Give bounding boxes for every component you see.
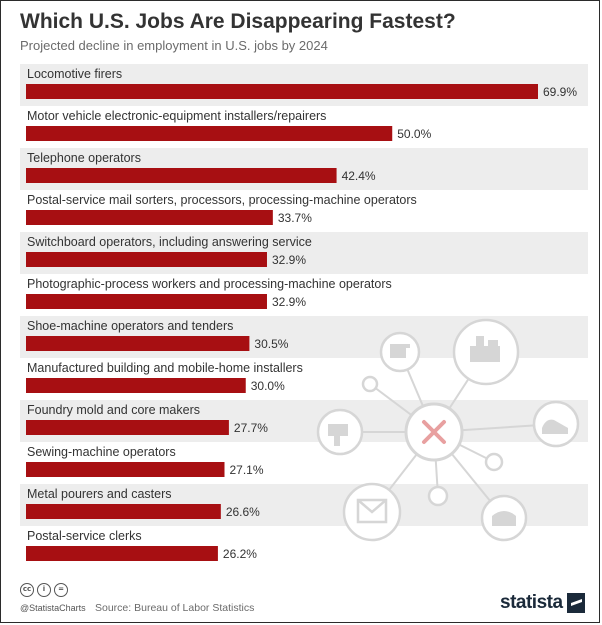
sewing-machine-icon: [390, 344, 410, 358]
value-label: 26.6%: [226, 505, 260, 519]
category-label: Locomotive firers: [27, 67, 122, 81]
category-label: Telephone operators: [27, 151, 141, 165]
telephone-icon: [492, 511, 516, 526]
value-label: 27.1%: [230, 463, 264, 477]
train-icon: [470, 336, 500, 362]
license-icons: cc i =: [20, 583, 68, 597]
chart-subtitle: Projected decline in employment in U.S. …: [20, 38, 328, 53]
source-note: Source: Bureau of Labor Statistics: [95, 602, 255, 614]
bar: [26, 336, 250, 351]
category-label: Photographic-process workers and process…: [27, 277, 392, 291]
social-handle: @StatistaCharts: [20, 603, 86, 613]
chart-title: Which U.S. Jobs Are Disappearing Fastest…: [20, 10, 456, 33]
value-label: 32.9%: [272, 253, 306, 267]
brand-mark-icon: [566, 593, 585, 613]
bar: [26, 462, 225, 477]
value-label: 30.0%: [251, 379, 285, 393]
background-illustration: [316, 318, 580, 542]
bar: [26, 378, 246, 393]
value-label: 32.9%: [272, 295, 306, 309]
bar: [26, 504, 221, 519]
bar: [26, 294, 267, 309]
category-label: Manufactured building and mobile-home in…: [27, 361, 303, 375]
value-label: 30.5%: [254, 337, 288, 351]
bars: [26, 84, 538, 561]
bar: [26, 252, 267, 267]
bar: [26, 210, 273, 225]
bar: [26, 126, 393, 141]
equals-icon: =: [54, 583, 68, 597]
bar: [26, 84, 538, 99]
by-icon: i: [37, 583, 51, 597]
value-label: 33.7%: [278, 211, 312, 225]
envelope-icon: [356, 498, 388, 524]
drill-icon: [328, 424, 348, 446]
category-label: Postal-service clerks: [27, 529, 142, 543]
bar-chart: Locomotive firers 69.9% Motor vehicle elec…: [20, 64, 588, 561]
category-label: Metal pourers and casters: [27, 487, 172, 501]
value-label: 69.9%: [543, 85, 577, 99]
bar: [26, 168, 337, 183]
value-label: 27.7%: [234, 421, 268, 435]
category-label: Foundry mold and core makers: [27, 403, 200, 417]
bar: [26, 546, 218, 561]
category-label: Motor vehicle electronic-equipment insta…: [27, 109, 326, 123]
decor-node: [361, 375, 379, 393]
bar: [26, 420, 229, 435]
value-label: 42.4%: [342, 169, 376, 183]
value-label: 50.0%: [397, 127, 431, 141]
decor-node: [484, 452, 504, 472]
category-label: Shoe-machine operators and tenders: [27, 319, 233, 333]
category-label: Sewing-machine operators: [27, 445, 176, 459]
value-label: 26.2%: [223, 547, 257, 561]
category-label: Switchboard operators, including answeri…: [27, 235, 312, 249]
shoe-icon: [542, 419, 568, 434]
cc-icon: cc: [20, 583, 34, 597]
x-mark-icon: [422, 420, 446, 444]
labels: Locomotive firers 69.9% Motor vehicle elec…: [27, 67, 577, 561]
statista-logo[interactable]: statista: [500, 592, 585, 614]
brand-name: statista: [500, 592, 563, 613]
decor-node: [427, 485, 449, 507]
category-label: Postal-service mail sorters, processors,…: [27, 193, 417, 207]
